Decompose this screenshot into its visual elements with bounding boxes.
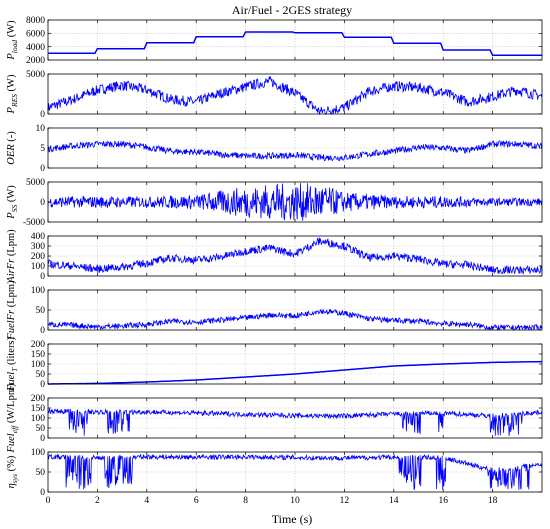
y-tick-label: 0: [40, 380, 45, 390]
y-tick-label: 6000: [26, 30, 45, 40]
series-line: [47, 453, 543, 490]
x-tick-label: 8: [243, 496, 248, 506]
series-line: [47, 407, 543, 436]
y-tick-label: 100: [31, 286, 46, 296]
x-tick-label: 6: [194, 496, 199, 506]
x-tick-label: 18: [488, 496, 498, 506]
y-tick-label: 100: [31, 448, 46, 458]
y-tick-label: 0: [40, 164, 45, 174]
y-tick-label: 0: [40, 326, 45, 336]
y-axis-label: PSS (W): [6, 185, 19, 220]
y-axis-label: FuelT (liters): [6, 336, 19, 392]
y-tick-label: 100: [31, 360, 46, 370]
y-tick-label: 4000: [26, 43, 45, 53]
x-tick-label: 16: [438, 496, 448, 506]
y-tick-label: 200: [31, 340, 46, 350]
series-line: [47, 308, 543, 331]
x-tick-label: 12: [340, 496, 350, 506]
y-axis-label: AirFr (Lpm): [6, 229, 17, 284]
y-tick-label: 200: [31, 252, 46, 262]
series-line: [47, 76, 543, 116]
x-tick-label: 4: [144, 496, 149, 506]
y-tick-label: 100: [31, 414, 46, 424]
y-tick-label: 0: [40, 488, 45, 498]
y-tick-label: 50: [36, 370, 46, 380]
y-tick-label: 0: [40, 272, 45, 282]
series-line: [47, 139, 543, 162]
series-line: [48, 360, 542, 385]
y-axis-label: OER (-): [6, 131, 17, 165]
x-tick-label: 10: [290, 496, 300, 506]
y-tick-label: 50: [36, 306, 46, 316]
series-line: [47, 237, 543, 275]
y-tick-label: 0: [40, 434, 45, 444]
y-axis-label: Fueleff (W/Lpm): [6, 383, 19, 454]
y-tick-label: -5000: [23, 218, 45, 228]
series-line: [47, 183, 543, 221]
y-tick-label: 2000: [26, 56, 45, 66]
chart-title: Air/Fuel - 2GES strategy: [232, 3, 352, 17]
y-tick-label: 5: [40, 144, 45, 154]
y-tick-label: 150: [31, 350, 46, 360]
y-tick-label: 10: [36, 124, 46, 134]
y-tick-label: 300: [31, 242, 46, 252]
y-axis-label: Pload (W): [6, 20, 19, 61]
panel-2: 0 5000 PRES (W): [6, 70, 543, 120]
y-tick-label: 0: [40, 110, 45, 120]
panel-3: 0 5 10 OER (-): [6, 124, 543, 174]
y-tick-label: 0: [40, 198, 45, 208]
panel-4: -5000 0 5000 PSS (W): [6, 178, 543, 228]
y-tick-label: 50: [36, 424, 46, 434]
y-tick-label: 100: [31, 262, 46, 272]
y-tick-label: 200: [31, 394, 46, 404]
y-tick-label: 5000: [26, 70, 45, 80]
y-tick-label: 150: [31, 404, 46, 414]
y-tick-label: 400: [31, 232, 46, 242]
panel-6: 0 50 100 FuelFr (Lpm): [6, 280, 543, 341]
y-tick-label: 50: [36, 468, 46, 478]
y-axis-label: ηsys (%): [6, 455, 19, 488]
x-tick-label: 14: [389, 496, 399, 506]
y-axis-label: FuelFr (Lpm): [6, 280, 17, 341]
y-axis-label: PRES (W): [6, 74, 19, 114]
x-axis-label: Time (s): [272, 512, 313, 526]
y-tick-label: 5000: [26, 178, 45, 188]
panel-9: 0 50 100 0 2 4 6 8 10 12 14 16 18 ηsys (%): [6, 448, 543, 506]
y-tick-label: 8000: [26, 16, 45, 26]
x-tick-label: 2: [95, 496, 100, 506]
panel-1: 2000 4000 6000 8000 Pload (W): [6, 16, 543, 66]
x-tick-label: 0: [46, 496, 51, 506]
series-line: [48, 31, 542, 57]
